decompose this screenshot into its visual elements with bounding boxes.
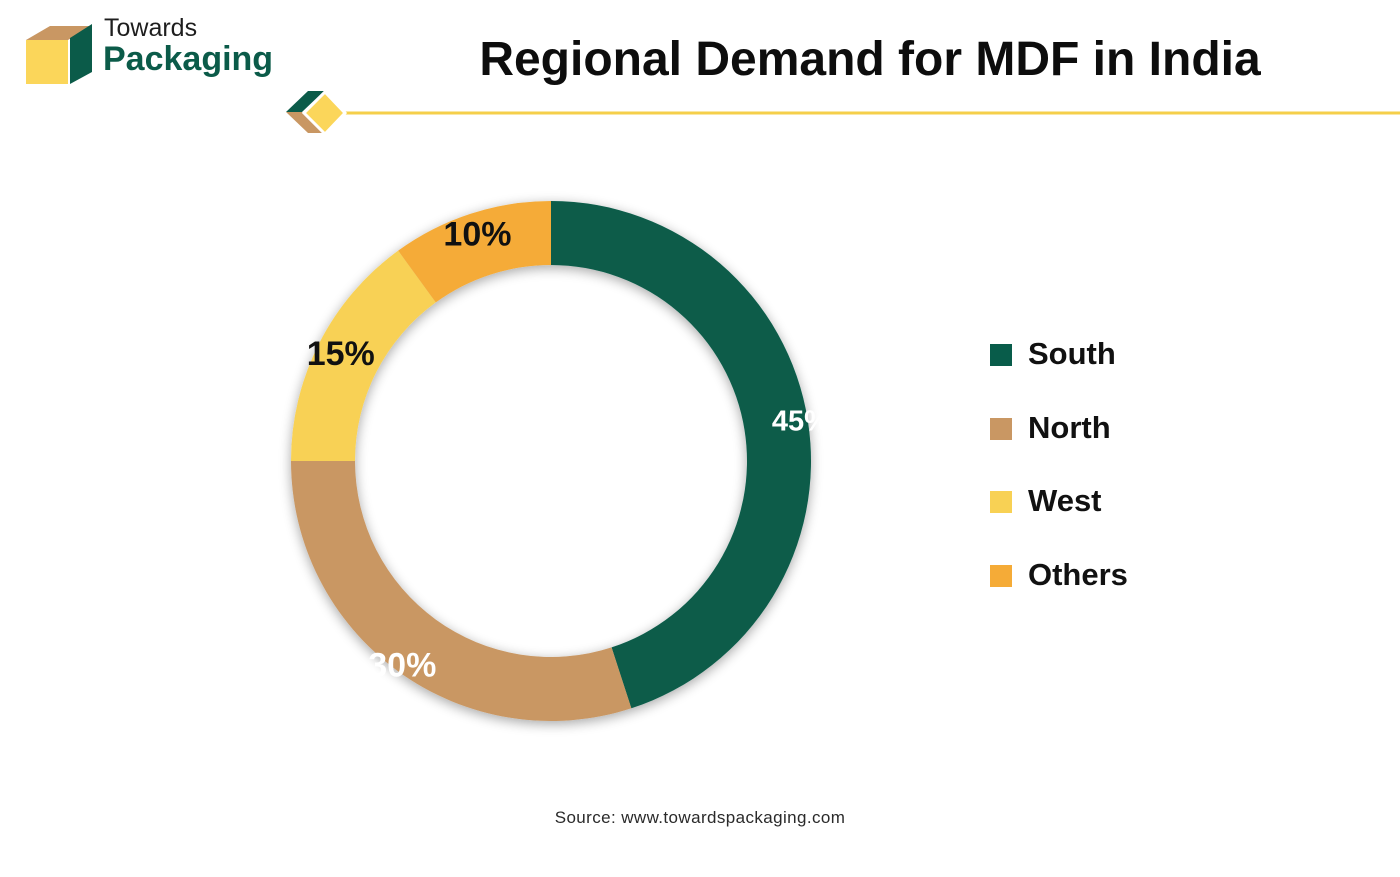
chart-title: Regional Demand for MDF in India xyxy=(479,33,1261,86)
legend-label-others: Others xyxy=(1028,556,1128,592)
legend-label-south: South xyxy=(1028,336,1116,371)
donut-slice-south xyxy=(551,201,811,709)
donut-slice-others xyxy=(398,201,551,303)
legend-label-west: West xyxy=(1028,483,1102,518)
data-label-others: 10% xyxy=(443,216,511,254)
brand-logo: Towards Packaging xyxy=(26,14,286,86)
legend-swatch-others xyxy=(990,564,1012,587)
legend-swatch-north xyxy=(990,417,1012,440)
source-note: Source: www.towardspackaging.com xyxy=(554,808,846,827)
brand-name-top: Towards xyxy=(104,14,198,42)
data-label-west: 15% xyxy=(307,335,375,373)
diamond-arrow-icon xyxy=(286,89,348,136)
legend-swatch-west xyxy=(990,491,1012,513)
brand-name-bottom: Packaging xyxy=(103,40,274,78)
data-label-north: 30% xyxy=(368,647,436,685)
title-divider xyxy=(286,89,1400,136)
donut-slice-west xyxy=(291,250,436,461)
data-label-south: 45% xyxy=(772,405,830,437)
legend-swatch-south xyxy=(990,344,1012,366)
legend-label-north: North xyxy=(1028,409,1111,445)
box-logo-icon xyxy=(26,24,92,84)
donut-slice-north xyxy=(291,461,632,721)
